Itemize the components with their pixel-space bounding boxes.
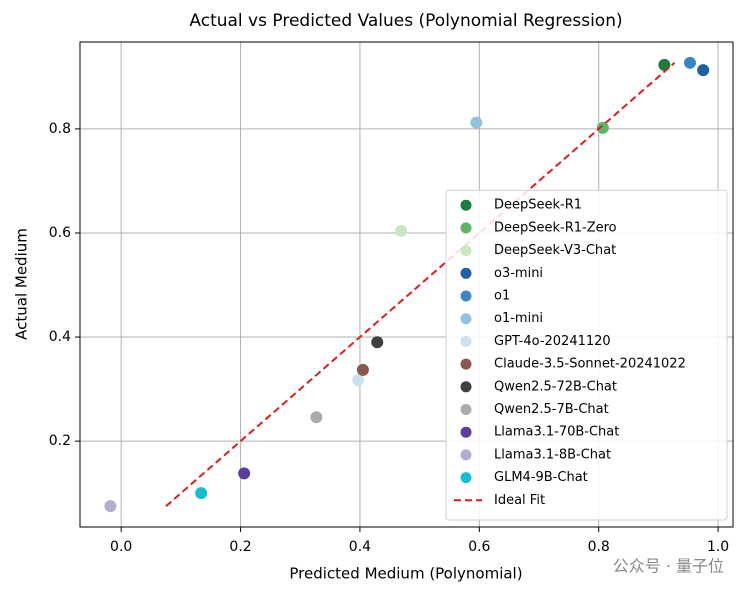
y-tick-label: 0.6 xyxy=(49,225,71,241)
point xyxy=(352,374,365,387)
ideal-fit-line xyxy=(165,62,676,507)
legend-marker xyxy=(460,381,472,393)
legend-label: o1-mini xyxy=(494,311,543,326)
chart-title: Actual vs Predicted Values (Polynomial R… xyxy=(189,11,622,31)
y-tick-label: 0.4 xyxy=(49,329,71,345)
legend-box xyxy=(445,189,728,521)
point xyxy=(395,224,408,237)
watermark: 公众号 · 量子位 xyxy=(613,557,724,576)
legend-marker xyxy=(460,313,472,325)
legend-label: Qwen2.5-72B-Chat xyxy=(494,379,617,394)
legend-label: DeepSeek-V3-Chat xyxy=(494,243,616,258)
legend-label: Claude-3.5-Sonnet-20241022 xyxy=(494,357,686,372)
x-tick-label: 0.2 xyxy=(229,539,251,555)
point xyxy=(356,363,369,376)
point xyxy=(684,56,697,69)
y-tick-label: 0.2 xyxy=(49,433,71,449)
legend-label: Ideal Fit xyxy=(494,493,545,508)
legend-label: Qwen2.5-7B-Chat xyxy=(494,402,609,417)
legend-label: GLM4-9B-Chat xyxy=(494,470,588,485)
legend-marker xyxy=(460,222,472,234)
point xyxy=(371,336,384,349)
legend-marker xyxy=(460,267,472,279)
legend-marker xyxy=(460,245,472,257)
legend-label: DeepSeek-R1-Zero xyxy=(494,220,617,235)
legend-marker xyxy=(460,335,472,347)
x-tick-label: 0.8 xyxy=(588,539,610,555)
x-axis-label: Predicted Medium (Polynomial) xyxy=(289,565,522,583)
point xyxy=(697,64,710,77)
x-tick-label: 1.0 xyxy=(707,539,729,555)
point xyxy=(310,411,323,424)
legend-label: Llama3.1-70B-Chat xyxy=(494,425,619,440)
legend-marker xyxy=(460,449,472,461)
legend-marker xyxy=(460,426,472,438)
point xyxy=(195,487,208,500)
legend-label: o1 xyxy=(494,289,510,304)
point xyxy=(596,121,609,134)
y-tick-label: 0.8 xyxy=(49,121,71,137)
plot-frame xyxy=(79,41,734,528)
legend-label: GPT-4o-20241120 xyxy=(494,334,611,349)
x-tick-label: 0.6 xyxy=(468,539,490,555)
point xyxy=(238,467,251,480)
legend-marker xyxy=(460,199,472,211)
point xyxy=(104,500,117,513)
y-axis-label: Actual Medium xyxy=(13,228,31,340)
x-tick-label: 0.0 xyxy=(110,539,132,555)
legend-label: DeepSeek-R1 xyxy=(494,198,582,213)
legend-label: Llama3.1-8B-Chat xyxy=(494,447,611,462)
legend-marker xyxy=(460,472,472,484)
legend-marker xyxy=(460,358,472,370)
legend-marker xyxy=(460,290,472,302)
x-tick-label: 0.4 xyxy=(349,539,371,555)
legend-label: o3-mini xyxy=(494,266,543,281)
point xyxy=(470,116,483,129)
legend-marker xyxy=(460,404,472,415)
legend: DeepSeek-R1 DeepSeek-R1-Zero DeepSeek-V3-C… xyxy=(445,189,728,521)
